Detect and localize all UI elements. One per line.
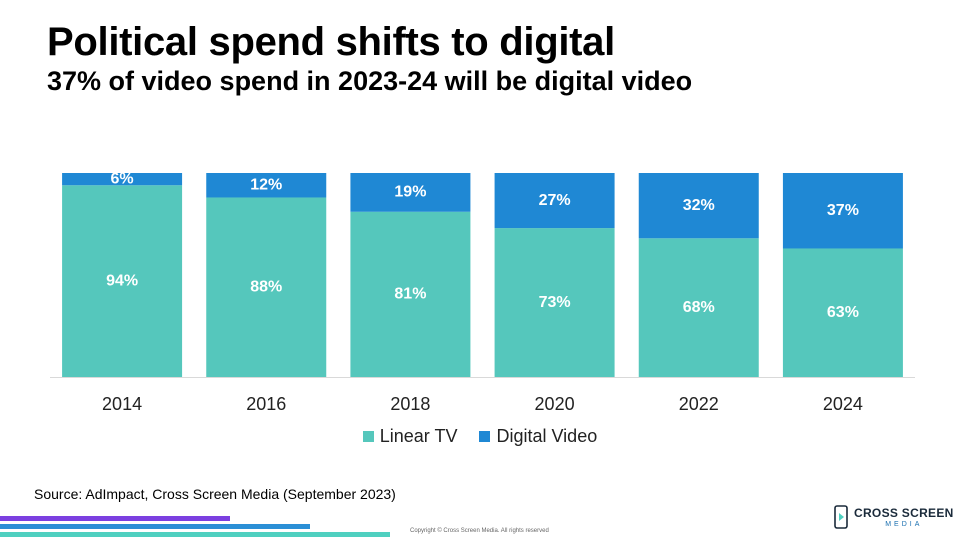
bar-linear-tv-2022 bbox=[638, 238, 759, 377]
phone-play-icon bbox=[834, 505, 848, 529]
x-tick-label-2022: 2022 bbox=[679, 394, 719, 414]
legend-label-digital-video: Digital Video bbox=[496, 426, 598, 446]
bar-linear-tv-2018 bbox=[350, 211, 471, 377]
bar-digital-video-2018 bbox=[350, 173, 471, 212]
legend-item-digital-video: Digital Video bbox=[479, 426, 597, 447]
x-tick-label-2024: 2024 bbox=[823, 394, 863, 414]
decorative-stripe-purple bbox=[0, 516, 230, 521]
x-tick-label-2016: 2016 bbox=[246, 394, 286, 414]
copyright-text: Copyright © Cross Screen Media. All righ… bbox=[410, 528, 549, 534]
data-label-digital-video-2022: 32% bbox=[683, 197, 715, 214]
bar-digital-video-2020 bbox=[494, 173, 615, 229]
x-tick-label-2018: 2018 bbox=[390, 394, 430, 414]
data-label-linear-tv-2022: 68% bbox=[683, 299, 715, 316]
data-label-linear-tv-2014: 94% bbox=[106, 272, 138, 289]
source-note: Source: AdImpact, Cross Screen Media (Se… bbox=[34, 486, 396, 502]
legend-swatch-linear-tv bbox=[362, 431, 374, 442]
x-tick-label-2020: 2020 bbox=[535, 394, 575, 414]
bar-linear-tv-2016 bbox=[206, 197, 327, 377]
logo-sub-text: MEDIA bbox=[885, 520, 923, 528]
chart-title: Political spend shifts to digital bbox=[47, 20, 615, 64]
x-tick-label-2014: 2014 bbox=[102, 394, 142, 414]
data-label-linear-tv-2024: 63% bbox=[827, 304, 859, 321]
data-label-linear-tv-2016: 88% bbox=[250, 278, 282, 295]
data-label-linear-tv-2020: 73% bbox=[539, 294, 571, 311]
legend: Linear TV Digital Video bbox=[0, 426, 960, 447]
data-label-digital-video-2020: 27% bbox=[539, 192, 571, 209]
bar-digital-video-2022 bbox=[638, 173, 759, 239]
decorative-stripe-teal bbox=[0, 532, 390, 537]
chart-subtitle: 37% of video spend in 2023-24 will be di… bbox=[47, 66, 693, 96]
data-label-digital-video-2024: 37% bbox=[827, 202, 859, 219]
bar-linear-tv-2020 bbox=[494, 228, 615, 377]
data-label-digital-video-2014: 6% bbox=[111, 170, 134, 187]
legend-item-linear-tv: Linear TV bbox=[362, 426, 458, 447]
bar-digital-video-2014 bbox=[62, 173, 183, 186]
bar-linear-tv-2024 bbox=[782, 248, 903, 377]
decorative-stripe-blue bbox=[0, 524, 310, 529]
data-label-digital-video-2018: 19% bbox=[394, 184, 426, 201]
cross-screen-media-logo: CROSS SCREEN MEDIA bbox=[834, 505, 954, 529]
logo-main-text: CROSS SCREEN bbox=[854, 505, 954, 520]
bar-digital-video-2024 bbox=[782, 173, 903, 249]
data-label-digital-video-2016: 12% bbox=[250, 176, 282, 193]
bar-linear-tv-2014 bbox=[62, 185, 183, 377]
bar-digital-video-2016 bbox=[206, 173, 327, 198]
legend-swatch-digital-video bbox=[479, 431, 491, 442]
data-label-linear-tv-2018: 81% bbox=[394, 286, 426, 303]
legend-label-linear-tv: Linear TV bbox=[379, 426, 458, 446]
